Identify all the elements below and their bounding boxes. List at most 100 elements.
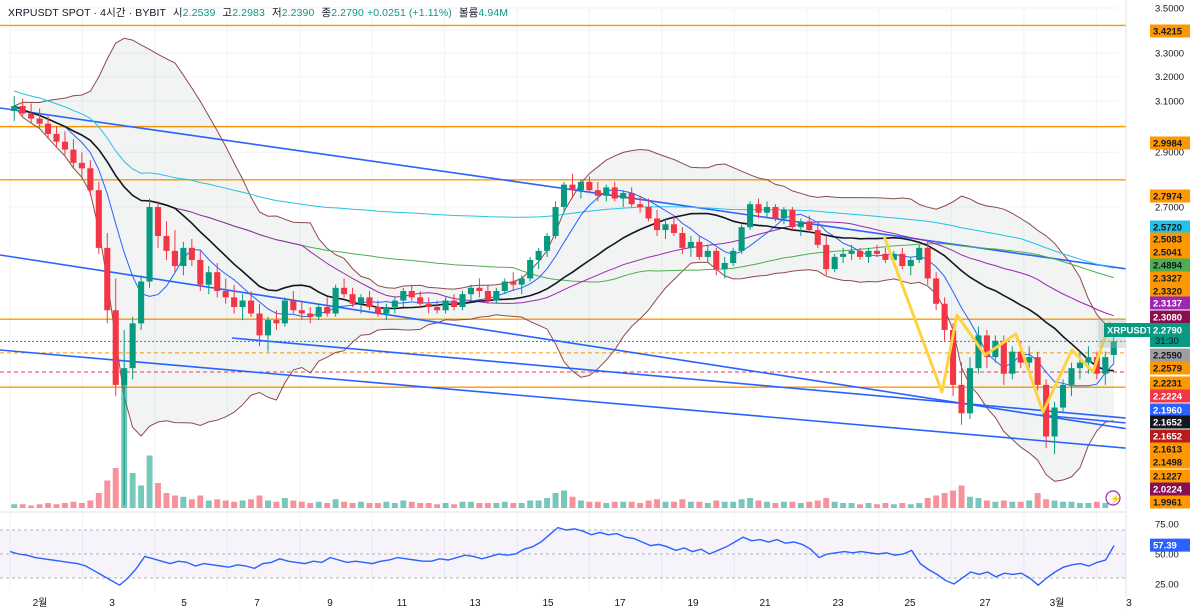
volume-bar: [1060, 501, 1066, 508]
price-tick-label: 3.3000: [1155, 49, 1184, 60]
candle-body: [45, 123, 52, 134]
candle-body: [865, 250, 872, 257]
price-tag-box: [1150, 495, 1190, 509]
volume-bar: [730, 501, 737, 508]
price-tag-box: [1150, 415, 1190, 429]
price-tag-text: 2.1652: [1153, 418, 1182, 429]
price-tag: 2.2590: [1150, 348, 1190, 362]
pattern-zigzag: [882, 235, 1112, 414]
volume-bar: [468, 501, 474, 508]
volume-bar: [1000, 500, 1007, 508]
current-price-box: [1150, 323, 1190, 347]
candle-body: [493, 290, 500, 301]
symbol-title[interactable]: XRPUSDT SPOT · 4시간 · BYBIT: [8, 7, 166, 19]
volume-bar: [214, 499, 221, 508]
price-axis[interactable]: 3.50003.40003.30003.20003.10002.90002.70…: [1104, 0, 1200, 610]
rsi-pane: [0, 526, 1126, 587]
candle-body: [222, 290, 229, 298]
candle-body: [611, 187, 618, 199]
price-tag-text: 1.9961: [1153, 498, 1183, 509]
price-tag: 2.5720: [1150, 220, 1190, 234]
price-tag-box: [1150, 469, 1190, 483]
volume-bar: [180, 496, 187, 508]
high-label: 고: [222, 7, 233, 19]
rsi-line: [9, 526, 1115, 587]
price-tick-label: 2.7000: [1155, 203, 1184, 214]
volume-bar: [501, 501, 508, 508]
candle-body: [417, 297, 424, 304]
volume-bar: [518, 503, 525, 508]
candle-body: [459, 294, 466, 308]
volume-bar: [374, 503, 381, 508]
symbol-legend: XRPUSDT SPOT · 4시간 · BYBIT 시2.2539 고2.29…: [8, 5, 508, 20]
volume-bar: [738, 499, 745, 508]
candle-body: [163, 235, 170, 251]
time-tick-label: 25: [904, 598, 916, 609]
time-tick-label: 7: [254, 598, 260, 609]
volume-bar: [171, 495, 178, 508]
volume-bar: [417, 503, 424, 508]
rsi-value-text: 57.39: [1153, 541, 1177, 552]
volume-bar: [129, 473, 136, 508]
volume-bar: [865, 503, 872, 508]
price-tag-text: 2.1960: [1153, 406, 1182, 417]
price-tag-box: [1150, 258, 1190, 272]
candle-body: [755, 204, 762, 213]
volume-bar: [1085, 503, 1092, 508]
volume-bar: [924, 498, 931, 508]
price-tag-text: 2.4894: [1153, 261, 1183, 272]
candle-body: [408, 290, 415, 298]
alert-icon-glyph: ⚡: [1110, 493, 1122, 505]
price-tag-text: 2.0224: [1153, 485, 1183, 496]
price-tag: 2.3320: [1150, 284, 1190, 298]
time-tick-label: 9: [327, 598, 333, 609]
volume-bar: [231, 501, 238, 508]
candle-body: [603, 187, 610, 196]
candle-body: [797, 221, 804, 228]
candle-body: [814, 230, 821, 245]
candles[interactable]: [11, 96, 1117, 506]
volume-bar: [434, 504, 441, 508]
time-tick-label: 19: [687, 598, 699, 609]
volume-bar: [662, 501, 669, 508]
time-tick-label: 11: [397, 598, 408, 609]
change-value: +0.0251 (+1.11%): [366, 7, 452, 19]
volume-bar: [857, 504, 863, 508]
candle-body: [763, 207, 771, 213]
candle-body: [713, 250, 720, 270]
volume-bar: [848, 503, 855, 508]
price-tag: 2.5041: [1150, 245, 1190, 259]
candle-body: [104, 247, 111, 311]
candle-body: [214, 272, 221, 291]
volume-bar: [958, 485, 965, 508]
price-tag-text: 2.7974: [1153, 192, 1183, 203]
candle-body: [983, 335, 990, 358]
close-value: 2.2790: [331, 7, 364, 19]
volume-bar: [273, 501, 280, 508]
volume-bar: [1093, 501, 1100, 508]
volume-bar: [408, 501, 415, 508]
time-tick-label: 5: [181, 598, 187, 609]
price-tag-box: [1150, 220, 1190, 234]
volume-bar: [721, 501, 728, 508]
candle-body: [933, 278, 940, 304]
candle-body: [53, 133, 60, 142]
volume-bar: [823, 498, 830, 508]
candle-body: [535, 250, 542, 260]
volume-bar: [569, 496, 576, 508]
candle-body: [772, 207, 779, 219]
volume-bar: [459, 501, 466, 508]
volume-bar: [324, 503, 331, 508]
time-axis[interactable]: 2월 3 5 7 9 11 13 15 17 19 21 23 25 27 3월 3: [0, 596, 1132, 610]
candle-body: [738, 227, 745, 251]
rsi-value-box: [1150, 538, 1190, 552]
price-tag: 2.1652: [1150, 429, 1190, 443]
volume-bar: [611, 501, 618, 508]
grid-lines: [0, 7, 1200, 590]
volume-bar: [510, 503, 517, 508]
volume-bar: [391, 503, 398, 508]
price-tag: 2.5083: [1150, 232, 1190, 246]
candle-body: [434, 307, 441, 311]
